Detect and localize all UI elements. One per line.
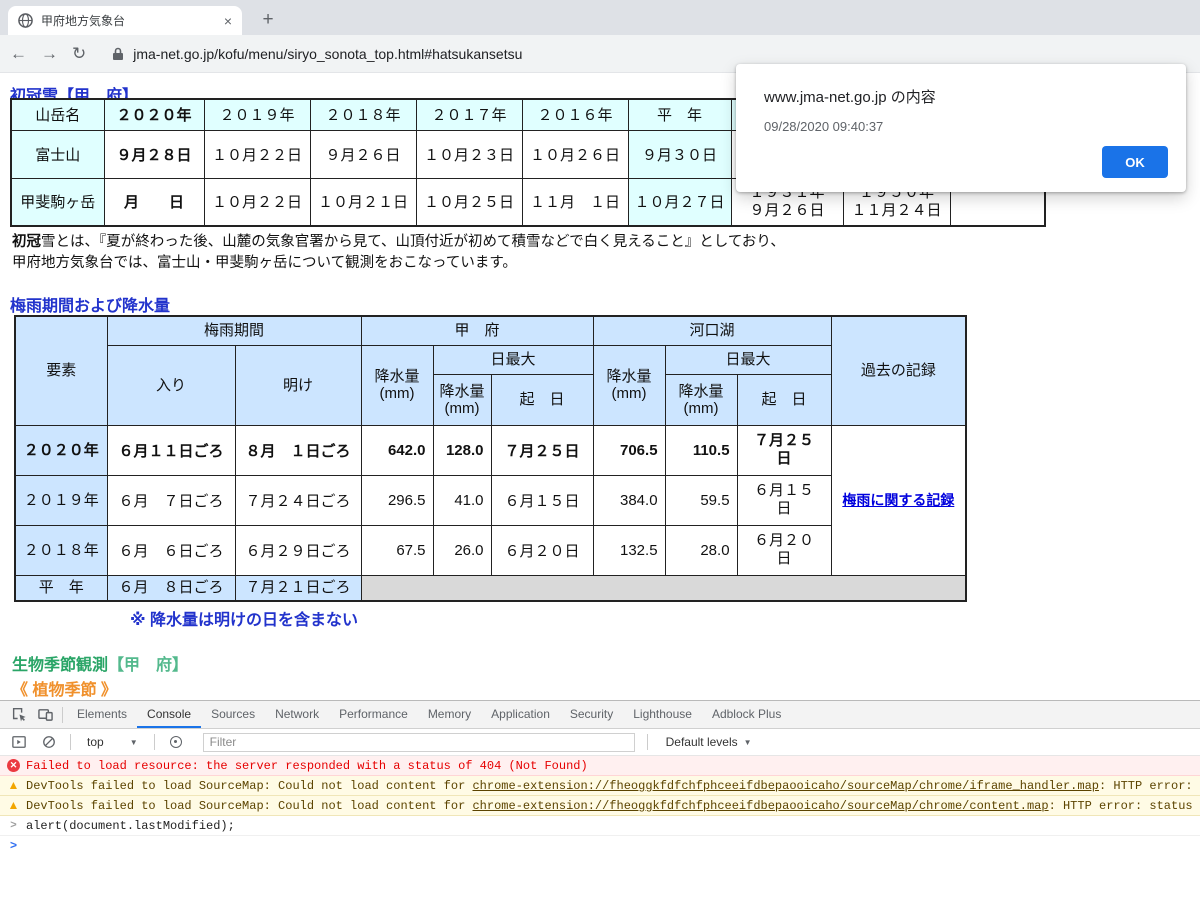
mountain-name: 甲斐駒ヶ岳 bbox=[10, 177, 105, 227]
record-link-cell: 梅雨に関する記録 bbox=[830, 424, 967, 576]
device-toolbar-icon[interactable] bbox=[32, 702, 58, 728]
dialog-message: 09/28/2020 09:40:37 bbox=[764, 119, 884, 134]
sourcemap-link[interactable]: chrome-extension://fheoggkfdfchfphceeifd… bbox=[472, 779, 1099, 793]
tab-lighthouse[interactable]: Lighthouse bbox=[633, 707, 692, 721]
tab-title: 甲府地方気象台 bbox=[41, 14, 126, 28]
table-header-row: 降水量 (mm) 起 日 降水量 (mm) 起 日 bbox=[15, 373, 966, 426]
col-header: ２０１８年 bbox=[309, 98, 417, 131]
divider bbox=[153, 734, 155, 750]
forward-icon[interactable]: → bbox=[41, 44, 58, 63]
devtools-panel: Elements Console Sources Network Perform… bbox=[0, 700, 1200, 900]
empty-gray-cell bbox=[360, 574, 967, 602]
tab-elements[interactable]: Elements bbox=[77, 707, 128, 721]
dialog-title: www.jma-net.go.jp の内容 bbox=[764, 89, 936, 106]
table-row: ２０２０年 ６月１１日ごろ ８月 １日ごろ 642.0 128.0 ７月２５日 … bbox=[14, 424, 967, 576]
js-alert-dialog: www.jma-net.go.jp の内容 09/28/2020 09:40:3… bbox=[736, 64, 1186, 192]
divider bbox=[646, 734, 648, 750]
devtools-tabbar: Elements Console Sources Network Perform… bbox=[0, 701, 1200, 729]
tab-strip: 甲府地方気象台 × + bbox=[0, 0, 1200, 35]
heading-seibutsu: 生物季節観測【甲 府】 bbox=[12, 657, 189, 674]
inspect-element-icon[interactable] bbox=[6, 702, 32, 728]
clear-console-icon[interactable] bbox=[36, 729, 62, 755]
sourcemap-link[interactable]: chrome-extension://fheoggkfdfchfphceeifd… bbox=[472, 799, 1049, 813]
error-icon: ✕ bbox=[7, 759, 20, 772]
tab-performance[interactable]: Performance bbox=[339, 707, 408, 721]
tab-adblock-plus[interactable]: Adblock Plus bbox=[711, 707, 782, 721]
precipitation-note: ※ 降水量は明けの日を含まない bbox=[130, 612, 359, 629]
first-snowcap-table: 山岳名 ２０２０年 ２０１９年 ２０１８年 ２０１７年 ２０１６年 平 年 富士… bbox=[10, 98, 1046, 227]
console-filter-input[interactable] bbox=[202, 732, 635, 752]
table-header-row: 要素 梅雨期間 甲 府 河口湖 過去の記録 bbox=[14, 315, 967, 426]
col-header: ２０１７年 bbox=[415, 98, 523, 131]
back-icon[interactable]: ← bbox=[10, 44, 27, 63]
tab-close-icon[interactable]: × bbox=[223, 12, 232, 29]
warning-icon: ▲ bbox=[7, 798, 20, 812]
reload-icon[interactable]: ↻ bbox=[72, 44, 87, 63]
baiu-record-link[interactable]: 梅雨に関する記録 bbox=[842, 492, 955, 508]
console-command-echo: > alert(document.lastModified); bbox=[0, 816, 1200, 836]
log-levels-selector[interactable]: Default levels ▼ bbox=[665, 735, 752, 749]
console-warning-message: ▲ DevTools failed to load SourceMap: Cou… bbox=[0, 796, 1200, 816]
chevron-down-icon: ▼ bbox=[129, 737, 138, 747]
console-sidebar-icon[interactable] bbox=[6, 729, 32, 755]
col-header: ２０１９年 bbox=[203, 98, 311, 131]
table-row: 甲斐駒ヶ岳 月 日 １０月２２日 １０月２１日 １０月２５日 １１月 １日 １０… bbox=[10, 177, 1046, 227]
table-header-row: 入り 明け 降水量 (mm) 日最大 降水量 (mm) 日最大 bbox=[15, 344, 966, 426]
console-toolbar: top ▼ Default levels ▼ bbox=[0, 729, 1200, 756]
tab-sources[interactable]: Sources bbox=[211, 707, 256, 721]
console-warning-message: ▲ DevTools failed to load SourceMap: Cou… bbox=[0, 776, 1200, 796]
context-selector[interactable]: top ▼ bbox=[87, 735, 138, 749]
table-row: ２０１９年 ６月 ７日ごろ ７月２４日ごろ 296.5 41.0 ６月１５日 3… bbox=[14, 474, 966, 526]
chevron-down-icon: ▼ bbox=[743, 737, 752, 747]
browser-tab[interactable]: 甲府地方気象台 × bbox=[8, 6, 242, 35]
col-header: ２０２０年 bbox=[103, 98, 205, 131]
ok-button[interactable]: OK bbox=[1102, 146, 1168, 178]
table-row: 平 年 ６月 ８日ごろ ７月２１日ごろ bbox=[14, 574, 967, 602]
chevron-right-icon: > bbox=[10, 819, 17, 831]
warning-icon: ▲ bbox=[7, 778, 20, 792]
globe-favicon-icon bbox=[18, 13, 33, 28]
heading-shokubutsu: 《 植物季節 》 bbox=[12, 682, 117, 699]
table-row: ２０１８年 ６月 ６日ごろ ６月２９日ごろ 67.5 26.0 ６月２０日 13… bbox=[14, 524, 966, 576]
heading-baiu: 梅雨期間および降水量 bbox=[10, 298, 171, 315]
col-header: 平 年 bbox=[627, 98, 732, 131]
mountain-name: 富士山 bbox=[10, 129, 105, 179]
tab-console[interactable]: Console bbox=[137, 701, 202, 728]
prompt-chevron-icon: > bbox=[9, 838, 17, 852]
tab-security[interactable]: Security bbox=[569, 707, 614, 721]
url-text: jma-net.go.jp/kofu/menu/siryo_sonota_top… bbox=[133, 45, 523, 62]
hatsukansetsu-description: 初冠雪とは、『夏が終わった後、山麓の気象官署から見て、山頂付近が初めて積雪などで… bbox=[12, 234, 785, 271]
tab-memory[interactable]: Memory bbox=[427, 707, 472, 721]
new-tab-button[interactable]: + bbox=[262, 9, 274, 30]
console-error-message: ✕ Failed to load resource: the server re… bbox=[0, 756, 1200, 776]
tab-network[interactable]: Network bbox=[275, 707, 320, 721]
rainy-season-table: 要素 梅雨期間 甲 府 河口湖 過去の記録 入り 明け 降水量 (mm) 日最大… bbox=[14, 315, 968, 602]
live-expression-icon[interactable] bbox=[163, 729, 189, 755]
lock-icon bbox=[113, 47, 124, 60]
divider bbox=[62, 706, 63, 723]
col-header: ２０１６年 bbox=[521, 98, 629, 131]
tab-application[interactable]: Application bbox=[491, 707, 550, 721]
console-prompt[interactable]: > bbox=[0, 836, 1200, 856]
url-bar[interactable]: jma-net.go.jp/kofu/menu/siryo_sonota_top… bbox=[112, 46, 522, 62]
page-content: 初冠雪【甲 府】 山岳名 ２０２０年 ２０１９年 ２０１８年 ２０１７年 ２０１… bbox=[0, 74, 1200, 700]
divider bbox=[70, 734, 71, 750]
col-header: 山岳名 bbox=[10, 98, 105, 131]
